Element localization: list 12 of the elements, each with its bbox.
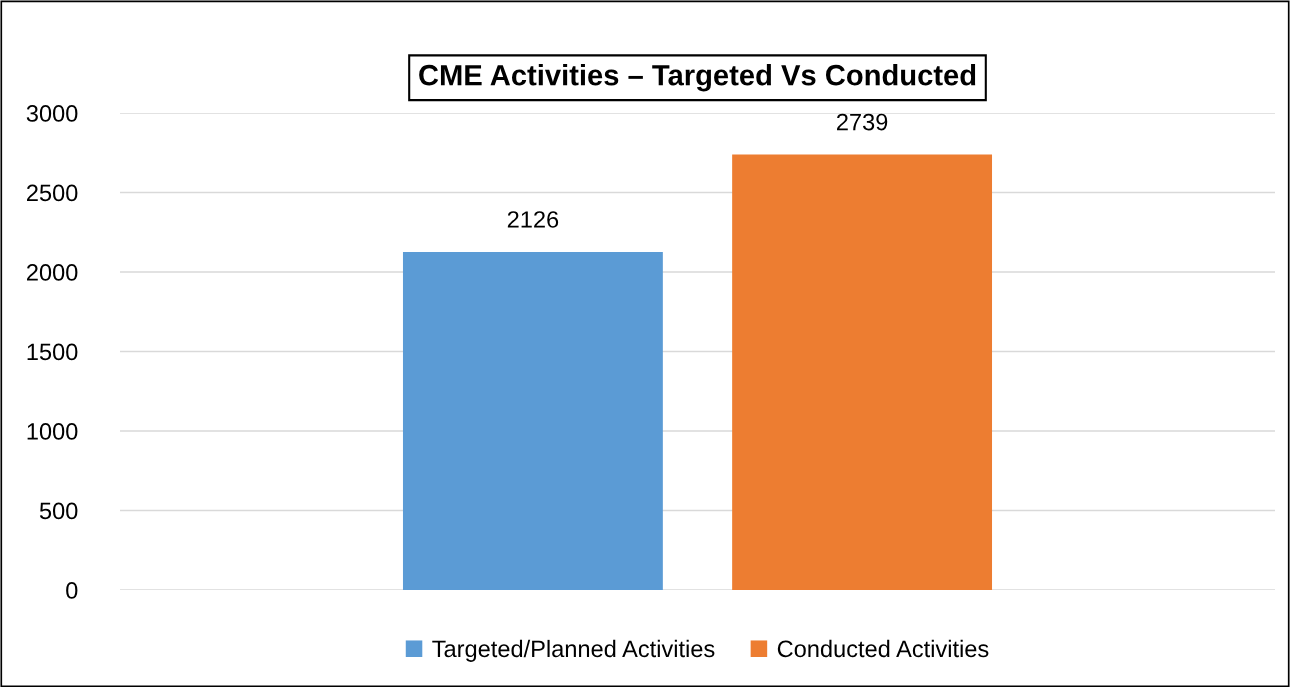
chart-title: CME Activities – Targeted Vs Conducted <box>419 64 976 92</box>
y-tick-label: 1000 <box>27 423 78 440</box>
y-tick-label: 0 <box>66 582 78 599</box>
y-tick-label: 500 <box>39 502 78 520</box>
legend-label: Conducted Activities <box>777 639 989 658</box>
y-tick-label: 2500 <box>27 184 78 202</box>
legend-label: Targeted/Planned Activities <box>432 639 715 662</box>
y-tick-label: 1500 <box>27 343 78 361</box>
y-tick-label: 2000 <box>27 264 78 281</box>
data-label: 2739 <box>837 113 888 131</box>
y-tick-label: 3000 <box>26 105 78 122</box>
data-label: 2126 <box>507 211 559 228</box>
